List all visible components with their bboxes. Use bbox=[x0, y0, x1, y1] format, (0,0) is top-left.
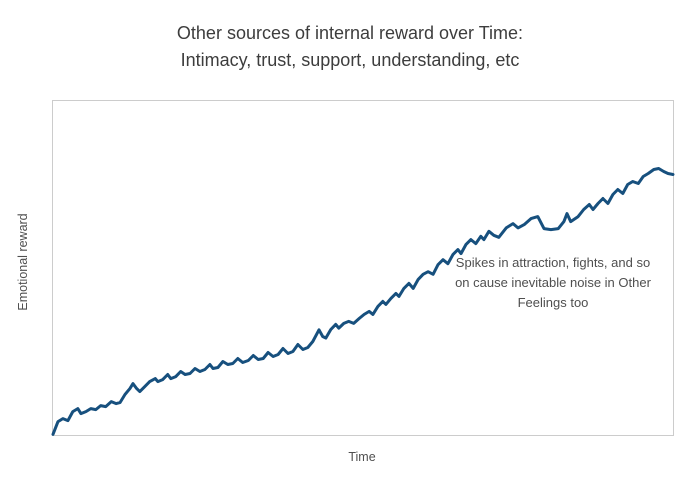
chart-title-line1: Other sources of internal reward over Ti… bbox=[176, 23, 524, 43]
chart-annotation: Spikes in attraction, fights, and so on … bbox=[447, 253, 659, 313]
annotation-line3: Feelings too bbox=[517, 295, 589, 310]
reward-line-chart bbox=[51, 167, 675, 436]
annotation-line2: on cause inevitable noise in Other bbox=[455, 275, 651, 290]
chart-title-line2: Intimacy, trust, support, understanding,… bbox=[180, 50, 520, 70]
annotation-line1: Spikes in attraction, fights, and so bbox=[455, 255, 651, 270]
plot-area: Spikes in attraction, fights, and so on … bbox=[51, 100, 675, 436]
y-axis-label: Emotional reward bbox=[16, 213, 30, 311]
reward-line bbox=[51, 167, 675, 436]
chart-title: Other sources of internal reward over Ti… bbox=[0, 20, 700, 74]
x-axis-label: Time bbox=[348, 450, 376, 464]
